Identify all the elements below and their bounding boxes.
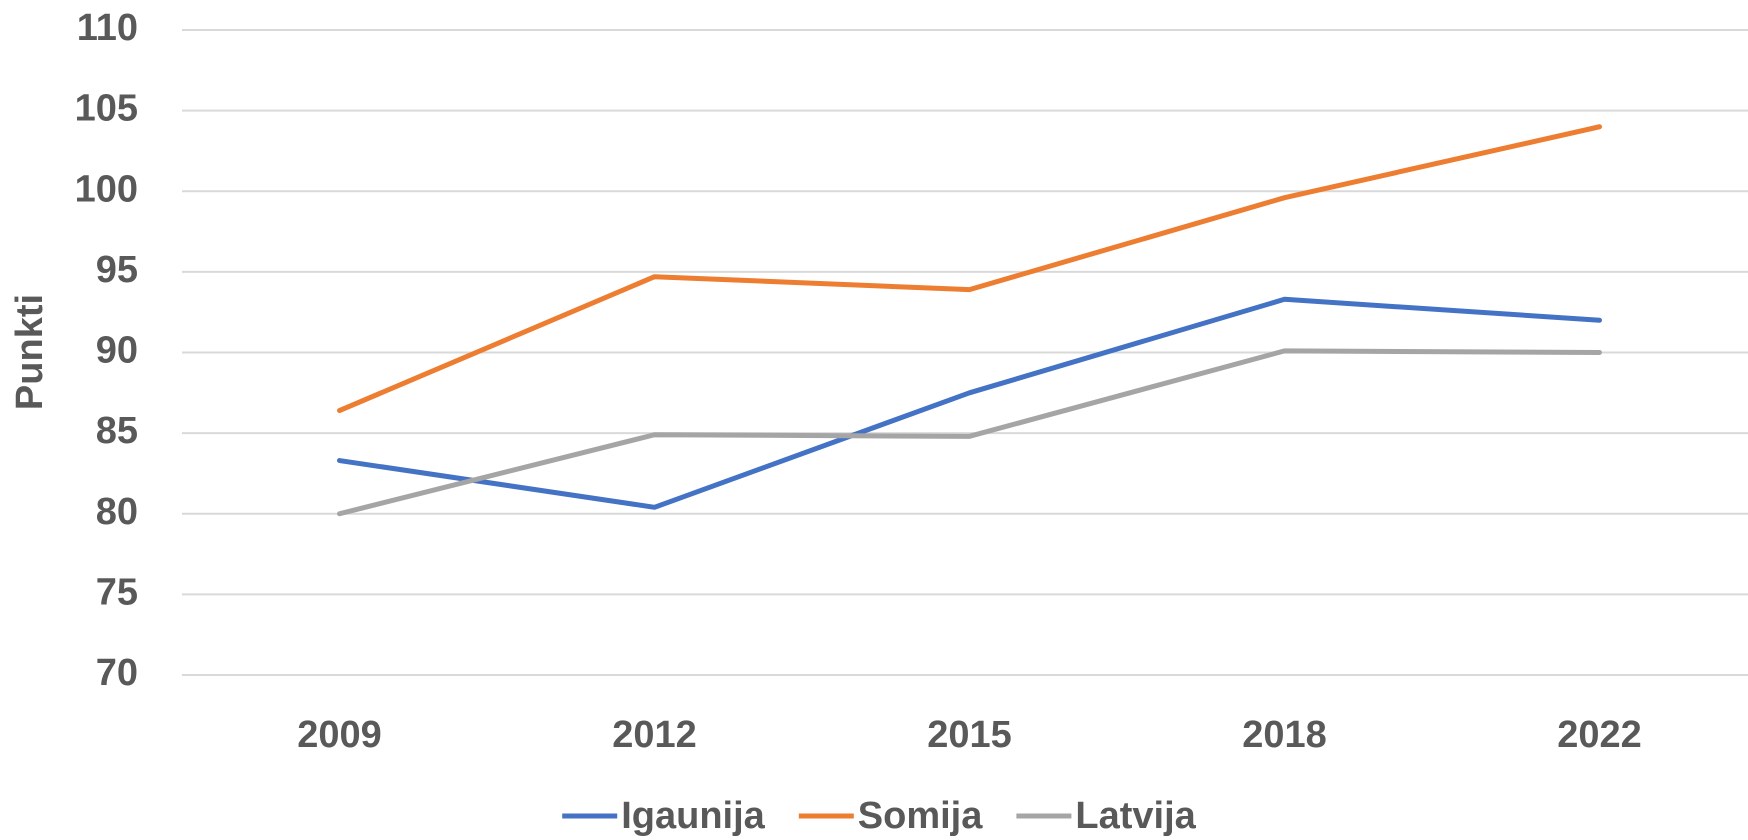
legend-label: Somija [858,795,983,837]
x-tick-label: 2018 [1242,714,1327,756]
y-tick-label: 105 [75,88,138,130]
line-series [337,296,1602,510]
y-tick-label: 110 [77,7,138,49]
y-tick-label: 100 [75,168,138,210]
x-tick-label: 2009 [297,714,382,756]
x-tick-label: 2022 [1557,714,1642,756]
x-tick-label: 2015 [927,714,1012,756]
line-series [337,348,1602,517]
y-tick-label: 85 [96,410,138,452]
y-tick-label: 80 [96,491,138,533]
x-tick-label: 2012 [612,714,697,756]
line-series [337,124,1602,414]
y-tick-label: 90 [96,330,138,372]
y-axis-label: Punkti [9,294,51,410]
y-tick-label: 75 [96,571,138,613]
legend-label: Latvija [1075,795,1196,837]
y-tick-label: 70 [96,652,138,694]
legend-label: Igaunija [621,795,765,837]
y-tick-label: 95 [96,249,138,291]
